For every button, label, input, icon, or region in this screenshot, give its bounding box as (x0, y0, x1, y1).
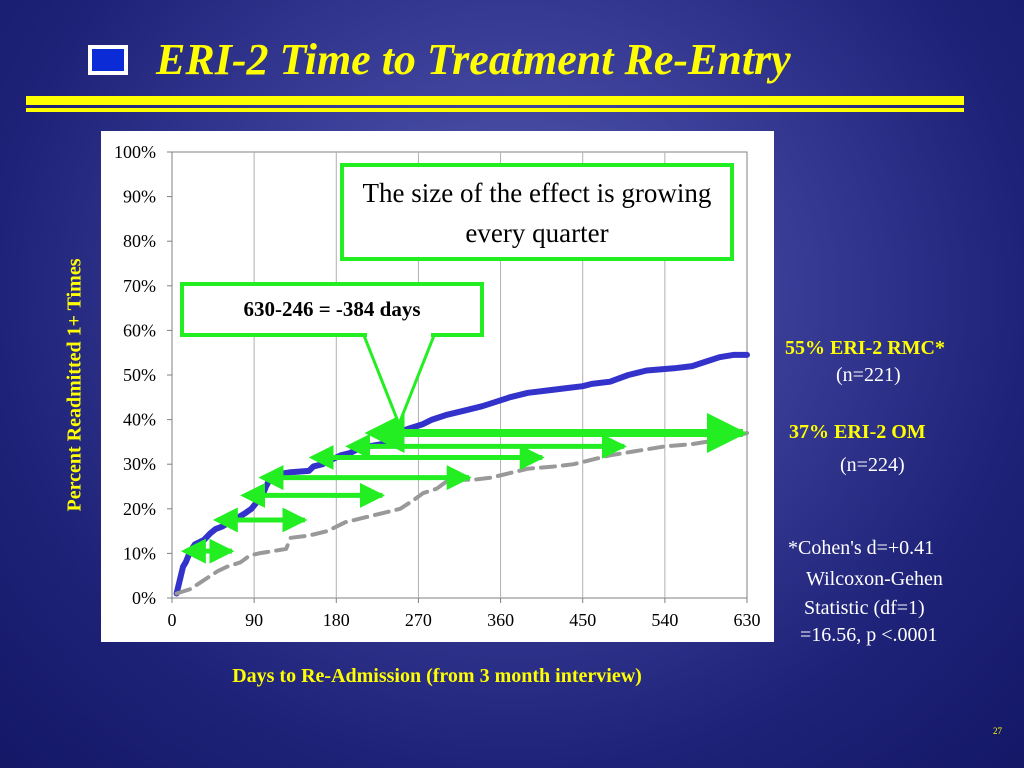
page-number: 27 (993, 726, 1002, 736)
y-tick-label: 90% (123, 187, 156, 207)
x-tick-label: 630 (734, 610, 761, 630)
y-tick-label: 0% (132, 588, 156, 608)
stats-line-2: Wilcoxon-Gehen (806, 568, 943, 590)
y-tick-label: 30% (123, 454, 156, 474)
stats-line-4: =16.56, p <.0001 (800, 624, 938, 646)
x-tick-label: 180 (323, 610, 350, 630)
x-axis-label: Days to Re-Admission (from 3 month inter… (232, 665, 642, 687)
om-sample-size: (n=224) (840, 454, 905, 476)
rmc-result-label: 55% ERI-2 RMC* (785, 337, 945, 359)
title-underline-thin (26, 108, 964, 112)
x-tick-label: 450 (569, 610, 596, 630)
title-square-icon (88, 45, 128, 75)
y-tick-label: 70% (123, 276, 156, 296)
difference-callout: 630-246 = -384 days (180, 282, 484, 337)
series-line-om (174, 431, 749, 596)
y-axis-label: Percent Readmitted 1+ Times (63, 258, 86, 512)
x-tick-label: 540 (651, 610, 678, 630)
y-tick-label: 20% (123, 499, 156, 519)
y-tick-label: 40% (123, 410, 156, 430)
y-tick-label: 80% (123, 231, 156, 251)
stats-line-3: Statistic (df=1) (804, 597, 925, 619)
x-tick-label: 360 (487, 610, 514, 630)
slide-title: ERI-2 Time to Treatment Re-Entry (156, 35, 791, 84)
rmc-sample-size: (n=221) (836, 364, 901, 386)
y-tick-label: 100% (114, 142, 156, 162)
stats-line-1: *Cohen's d=+0.41 (788, 537, 935, 559)
effect-callout-text: The size of the effect is growing every … (362, 178, 712, 248)
difference-callout-text: 630-246 = -384 days (243, 297, 421, 321)
y-tick-label: 10% (123, 543, 156, 563)
difference-callout-pointer (360, 331, 438, 429)
om-result-label: 37% ERI-2 OM (789, 421, 926, 443)
effect-callout: The size of the effect is growing every … (340, 163, 734, 261)
x-tick-label: 90 (245, 610, 263, 630)
pointer-join-cover (367, 332, 431, 337)
chart-panel: 0 90 180 270 360 450 540 630 0% 10% 20% 30% 40% 50% 60… (101, 131, 774, 642)
x-tick-label: 0 (168, 610, 177, 630)
x-tick-label: 270 (405, 610, 432, 630)
y-tick-label: 60% (123, 320, 156, 340)
y-tick-label: 50% (123, 365, 156, 385)
title-underline-thick (26, 96, 964, 105)
survival-chart: 0 90 180 270 360 450 540 630 0% 10% 20% 30% 40% 50% 60… (114, 142, 761, 630)
